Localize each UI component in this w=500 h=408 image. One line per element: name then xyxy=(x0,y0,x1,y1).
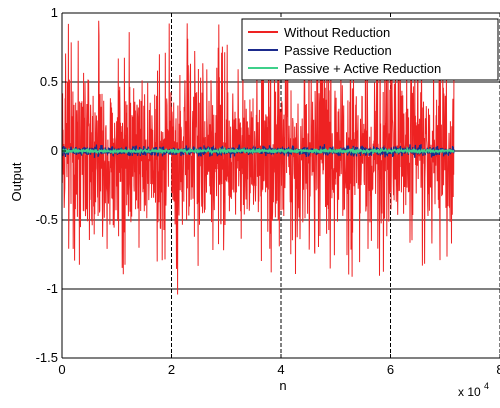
y-axis-label: Output xyxy=(9,162,24,201)
y-tick-label: -1 xyxy=(46,281,58,296)
series-line-1 xyxy=(61,19,455,295)
legend-label-2: Passive Reduction xyxy=(284,43,392,58)
x-axis-label: n xyxy=(279,378,286,393)
y-tick-label: -1.5 xyxy=(36,350,58,365)
x-tick-label: 4 xyxy=(277,362,284,377)
x-axis-multiplier-exponent: 4 xyxy=(484,381,489,391)
legend-items: Without Reduction Passive Reduction Passiv… xyxy=(248,25,441,76)
x-tick-label: 2 xyxy=(168,362,175,377)
y-tick-label: 0.5 xyxy=(40,74,58,89)
series-line-3 xyxy=(61,145,455,156)
legend: Without Reduction Passive Reduction Passiv… xyxy=(241,18,499,81)
y-tick-label: 1 xyxy=(51,5,58,20)
series-layer xyxy=(61,19,455,295)
axes xyxy=(61,12,500,359)
x-axis-multiplier-base: x 10 xyxy=(458,385,481,399)
x-axis-multiplier: x 10 4 xyxy=(458,381,489,399)
y-tick-label: -0.5 xyxy=(36,212,58,227)
legend-box xyxy=(241,18,499,81)
legend-label-1: Without Reduction xyxy=(284,25,390,40)
tick-labels: -1.5 -1 -0.5 0 0.5 1 0 2 4 6 8 xyxy=(36,5,500,377)
legend-label-3: Passive + Active Reduction xyxy=(284,61,441,76)
x-tick-label: 0 xyxy=(58,362,65,377)
x-tick-label: 6 xyxy=(387,362,394,377)
x-tick-label: 8 xyxy=(496,362,500,377)
y-tick-label: 0 xyxy=(51,143,58,158)
